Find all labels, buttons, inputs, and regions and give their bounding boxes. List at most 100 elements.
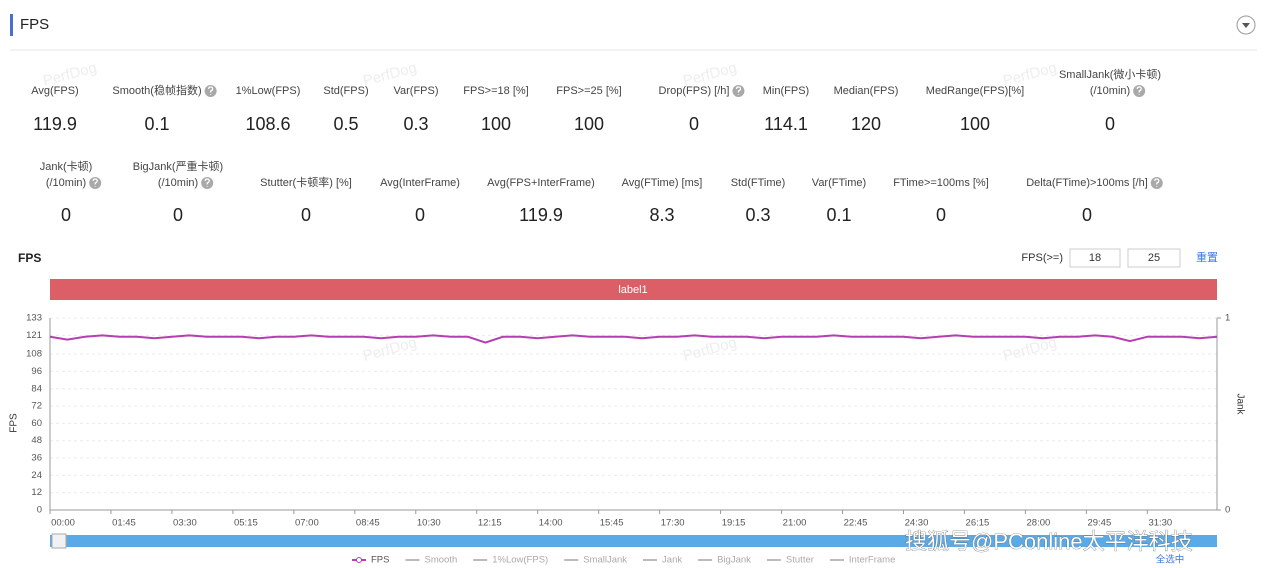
- label-band: [50, 279, 1217, 300]
- label-band-text: label1: [618, 284, 647, 296]
- y-tick-label: 12: [31, 487, 42, 498]
- x-tick-label: 00:00: [51, 518, 75, 529]
- scrollbar[interactable]: [50, 535, 1217, 547]
- stat-label: Avg(FTime) [ms]: [622, 177, 703, 189]
- watermark: PerfDog: [361, 334, 419, 365]
- stat-value: 0: [1082, 205, 1092, 225]
- stat-value: 100: [481, 114, 511, 134]
- stat-label: Jank(卡顿): [40, 159, 93, 173]
- title-accent: [10, 14, 13, 36]
- stat-value: 0: [936, 205, 946, 225]
- stat-label: Std(FTime): [731, 177, 786, 189]
- threshold-value[interactable]: 18: [1089, 252, 1101, 264]
- stat-value: 0.5: [333, 114, 358, 134]
- stat-label: FPS>=25 [%]: [556, 85, 621, 97]
- stat-label: Var(FPS): [393, 85, 438, 97]
- x-tick-label: 31:30: [1148, 518, 1172, 529]
- y2-axis-label: Jank: [1234, 393, 1245, 415]
- x-tick-label: 24:30: [905, 518, 929, 529]
- stat-value: 8.3: [649, 205, 674, 225]
- legend-label[interactable]: Smooth: [424, 555, 457, 566]
- legend-label[interactable]: InterFrame: [849, 555, 895, 566]
- stat-label: FPS>=18 [%]: [463, 85, 528, 97]
- legend-label[interactable]: Jank: [662, 555, 682, 566]
- stat-value: 114.1: [764, 114, 808, 134]
- x-tick-label: 22:45: [844, 518, 868, 529]
- x-tick-label: 26:15: [966, 518, 990, 529]
- legend-swatch-dot: [356, 557, 362, 563]
- help-glyph: [1154, 178, 1160, 187]
- x-tick-label: 14:00: [539, 518, 563, 529]
- y-tick-label: 72: [31, 401, 42, 412]
- y-tick-label: 133: [26, 313, 42, 324]
- stat-label: Avg(InterFrame): [380, 177, 460, 189]
- threshold-value[interactable]: 25: [1148, 252, 1160, 264]
- scroll-handle[interactable]: [51, 533, 67, 549]
- footer-watermark: 搜狐号@PConline太平洋科技: [905, 529, 1193, 554]
- stat-value: 0: [301, 205, 311, 225]
- stat-value: 0: [1105, 114, 1115, 134]
- stat-value: 0: [689, 114, 699, 134]
- y-tick-label: 48: [31, 435, 42, 446]
- stat-value: 100: [574, 114, 604, 134]
- select-all[interactable]: 全选中: [1156, 554, 1185, 566]
- x-tick-label: 17:30: [661, 518, 685, 529]
- legend-label[interactable]: Stutter: [786, 555, 814, 566]
- x-tick-label: 19:15: [722, 518, 746, 529]
- stat-value: 0.3: [745, 205, 770, 225]
- fps-line: [49, 334, 1218, 344]
- x-tick-label: 03:30: [173, 518, 197, 529]
- help-glyph: [204, 178, 210, 187]
- stat-value: 119.9: [519, 205, 563, 225]
- y-tick-label: 96: [31, 366, 42, 377]
- stat-label: (/10min): [1090, 85, 1130, 97]
- stat-label: Median(FPS): [834, 85, 899, 97]
- help-glyph: [1136, 86, 1142, 95]
- stat-value: 0: [415, 205, 425, 225]
- x-tick-label: 08:45: [356, 518, 380, 529]
- collapse-icon: [1242, 23, 1250, 28]
- stat-label: Std(FPS): [323, 85, 368, 97]
- y-tick-label: 84: [31, 383, 42, 394]
- y-axis-label: FPS: [9, 413, 20, 433]
- watermark: PerfDog: [681, 334, 739, 365]
- legend-label[interactable]: 1%Low(FPS): [492, 555, 548, 566]
- stat-label: (/10min): [158, 177, 198, 189]
- y-tick-label: 24: [31, 470, 42, 481]
- legend-label[interactable]: BigJank: [717, 555, 751, 566]
- y-tick-label: 121: [26, 330, 42, 341]
- stat-value: 0.3: [403, 114, 428, 134]
- threshold-input[interactable]: [1127, 248, 1181, 268]
- y2-tick-label: 0: [1225, 505, 1230, 516]
- threshold-label: FPS(>=): [1021, 252, 1063, 264]
- x-tick-label: 07:00: [295, 518, 319, 529]
- stat-value: 0: [173, 205, 183, 225]
- x-tick-label: 12:15: [478, 518, 502, 529]
- legend-label[interactable]: FPS: [371, 555, 389, 566]
- threshold-input[interactable]: [1069, 248, 1121, 268]
- x-tick-label: 21:00: [783, 518, 807, 529]
- stat-value: 0.1: [826, 205, 851, 225]
- x-tick-label: 15:45: [600, 518, 624, 529]
- watermark: PerfDog: [1001, 334, 1059, 365]
- y-tick-label: 60: [31, 418, 42, 429]
- stat-label: 1%Low(FPS): [236, 85, 301, 97]
- reset-button[interactable]: 重置: [1196, 250, 1218, 264]
- x-tick-label: 29:45: [1087, 518, 1111, 529]
- stat-label: Delta(FTime)>100ms [/h]: [1026, 177, 1148, 189]
- stat-label: SmallJank(微小卡顿): [1059, 67, 1161, 81]
- legend-label[interactable]: SmallJank: [583, 555, 627, 566]
- stat-value: 119.9: [33, 114, 77, 134]
- chart-title: FPS: [18, 251, 41, 265]
- stat-label: Var(FTime): [812, 177, 866, 189]
- stat-label: (/10min): [46, 177, 86, 189]
- x-tick-label: 28:00: [1027, 518, 1051, 529]
- stat-label: MedRange(FPS)[%]: [926, 85, 1024, 97]
- help-glyph: [735, 86, 742, 95]
- x-tick-label: 01:45: [112, 518, 136, 529]
- stat-value: 120: [851, 114, 881, 134]
- x-tick-label: 05:15: [234, 518, 258, 529]
- help-glyph: [92, 178, 98, 187]
- help-glyph: [208, 86, 214, 95]
